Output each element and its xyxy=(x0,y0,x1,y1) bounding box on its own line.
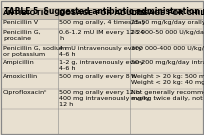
Text: 500 mg orally, 4 times/day: 500 mg orally, 4 times/day xyxy=(59,20,145,25)
Text: 25-50 mg/kg/day orally in 4 divided d...: 25-50 mg/kg/day orally in 4 divided d... xyxy=(131,20,204,25)
Text: 50-200 mg/kg/day intravenously divid...: 50-200 mg/kg/day intravenously divid... xyxy=(131,60,204,65)
Bar xyxy=(2,19,202,29)
Bar xyxy=(2,29,202,45)
Bar xyxy=(2,8,202,19)
Bar xyxy=(2,73,202,89)
Text: Ciprofloxacinᶜ: Ciprofloxacinᶜ xyxy=(3,90,48,95)
Text: Not generally recommended for childre...
mg/kg twice daily, not to exceed 1 g/d: Not generally recommended for childre...… xyxy=(131,90,204,101)
Text: Penicillin V: Penicillin V xyxy=(3,20,38,25)
Bar xyxy=(2,89,202,109)
Text: Weight > 20 kg: 500 mg orally every ...
Weight < 20 kg: 40 mg/kg orally in 3...: Weight > 20 kg: 500 mg orally every ... … xyxy=(131,74,204,85)
Text: DOSAGE FOR ADULTS: DOSAGE FOR ADULTS xyxy=(59,10,145,16)
Text: ANTIBIOTIC: ANTIBIOTIC xyxy=(3,10,50,16)
Text: DOSAGE FOR CHILDREN: DOSAGE FOR CHILDREN xyxy=(131,10,204,16)
Bar xyxy=(2,45,202,59)
Text: 300 000-400 000 U/kg/day in divided...: 300 000-400 000 U/kg/day in divided... xyxy=(131,46,204,51)
Text: 1-2 g, intravenously every
4-6 h: 1-2 g, intravenously every 4-6 h xyxy=(59,60,144,71)
Text: Penicillin G,
procaine: Penicillin G, procaine xyxy=(3,30,41,41)
Text: 500 mg orally every 8 h: 500 mg orally every 8 h xyxy=(59,74,136,79)
Text: 25 000-50 000 U/kg/day IM: 25 000-50 000 U/kg/day IM xyxy=(131,30,204,35)
Text: Ampicillin: Ampicillin xyxy=(3,60,35,65)
Bar xyxy=(2,59,202,73)
Text: TABLE 5  Suggested antibiotic administration regimens for anthrax.: TABLE 5 Suggested antibiotic administrat… xyxy=(4,7,204,16)
Text: 4 mU intravenously every
4-6 h: 4 mU intravenously every 4-6 h xyxy=(59,46,142,57)
Text: Penicillin G, sodium
or potassium: Penicillin G, sodium or potassium xyxy=(3,46,66,57)
Text: 500 mg orally every 12 h
400 mg intravenously every
12 h: 500 mg orally every 12 h 400 mg intraven… xyxy=(59,90,150,107)
Text: Amoxicillin: Amoxicillin xyxy=(3,74,38,79)
Text: 0.6-1.2 mU IM every 12-24
h: 0.6-1.2 mU IM every 12-24 h xyxy=(59,30,144,41)
